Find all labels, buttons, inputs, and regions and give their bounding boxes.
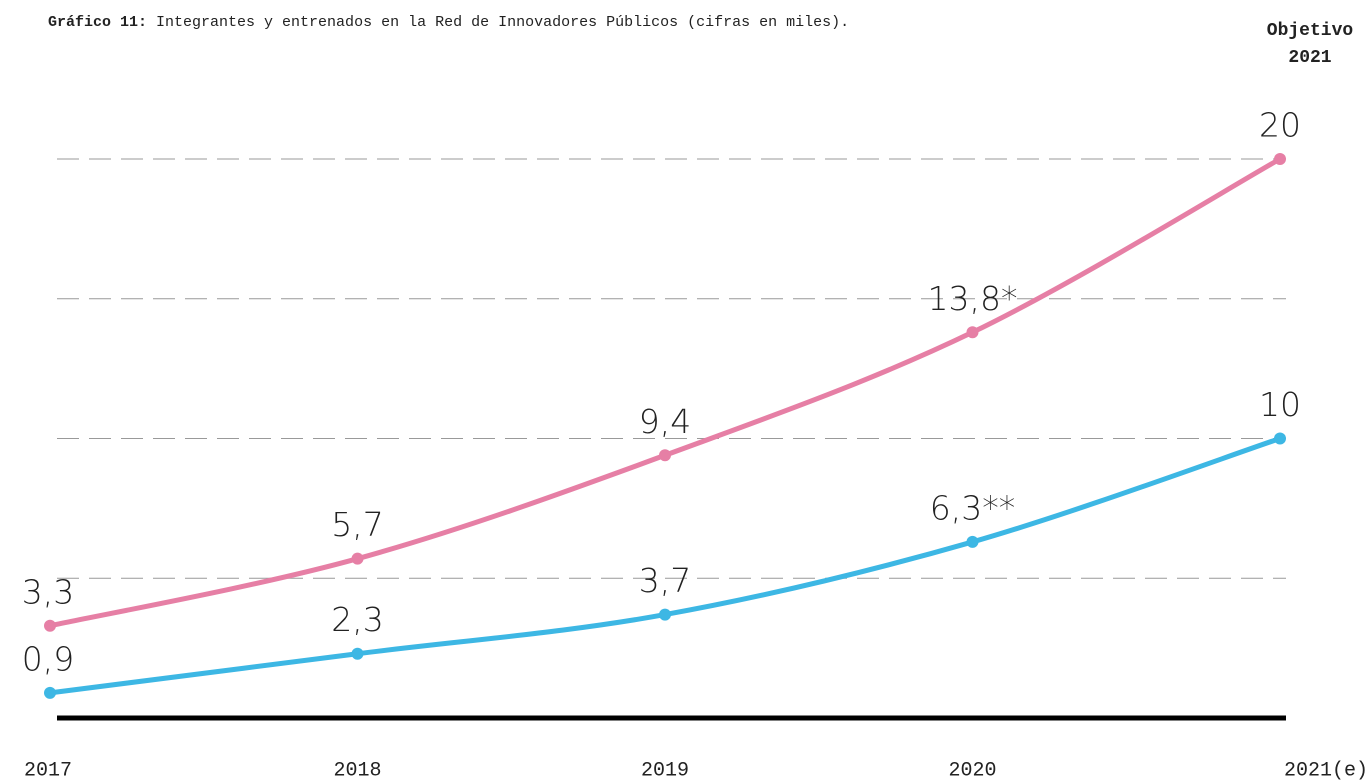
data-point (1274, 153, 1286, 165)
x-tick-label: 2017 (24, 759, 72, 782)
data-point (351, 552, 364, 565)
data-label: 20 (1259, 106, 1301, 145)
chart-title: Gráfico 11: Integrantes y entrenados en l… (48, 14, 849, 31)
annotation: Objetivo (1267, 21, 1353, 41)
data-point (966, 535, 979, 548)
data-point (351, 647, 364, 660)
x-tick-label: 2020 (948, 759, 996, 782)
x-tick-label: 2019 (641, 759, 689, 782)
title-text: Integrantes y entrenados en la Red de In… (156, 14, 849, 31)
x-tick-label: 2021(e) (1284, 759, 1368, 782)
x-tick-label: 2018 (333, 759, 381, 782)
data-point (44, 619, 56, 632)
data-label: 5,7 (331, 505, 383, 544)
data-label: 3,7 (639, 561, 691, 600)
data-point (659, 608, 671, 621)
title-label: Gráfico 11: (48, 14, 147, 31)
data-point (44, 686, 56, 699)
annotation: 2021 (1288, 48, 1331, 68)
data-label: 10 (1259, 385, 1301, 424)
data-label: 2,3 (331, 600, 383, 639)
data-point (1274, 432, 1286, 445)
line-series (49, 156, 1282, 629)
data-label: 13,8* (928, 279, 1018, 318)
data-point (966, 326, 979, 339)
data-label: 3,3 (22, 572, 74, 611)
data-point (659, 449, 671, 462)
data-label: 6,3** (930, 488, 1015, 527)
data-label: 9,4 (639, 402, 691, 441)
data-label: 0,9 (22, 639, 74, 678)
